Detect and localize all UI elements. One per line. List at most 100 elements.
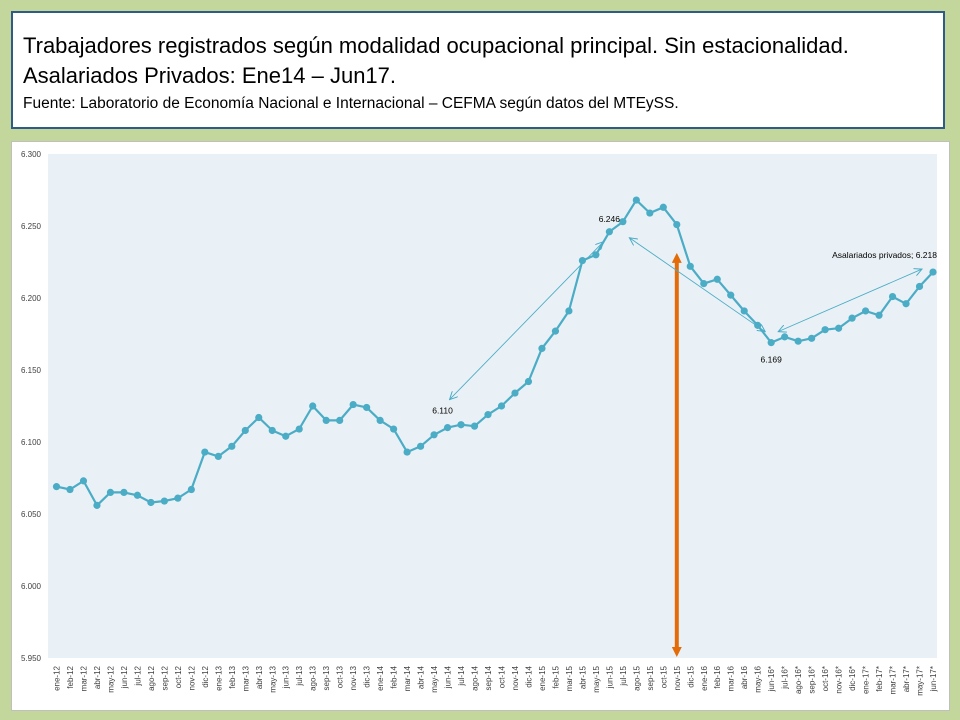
y-tick-label: 6.050 bbox=[21, 510, 42, 519]
annotation-label: 6.246 bbox=[599, 214, 621, 224]
y-tick-label: 6.250 bbox=[21, 222, 42, 231]
x-tick-label: may-17* bbox=[916, 666, 925, 696]
x-tick-label: dic-15 bbox=[686, 665, 695, 687]
x-tick-label: dic-12 bbox=[201, 665, 210, 687]
data-point bbox=[605, 228, 613, 236]
x-tick-label: oct-12 bbox=[174, 665, 183, 688]
x-tick-label: feb-15 bbox=[551, 665, 560, 688]
x-tick-label: nov-12 bbox=[187, 665, 196, 690]
x-tick-label: ene-15 bbox=[538, 665, 547, 690]
x-tick-label: ene-13 bbox=[214, 665, 223, 690]
x-tick-label: jul-15 bbox=[619, 665, 628, 686]
x-tick-label: ene-14 bbox=[376, 665, 385, 690]
annotation-arrow bbox=[450, 242, 604, 400]
data-point bbox=[700, 280, 708, 288]
data-point bbox=[524, 377, 533, 386]
x-tick-label: may-16 bbox=[754, 665, 763, 692]
data-point bbox=[336, 416, 344, 424]
x-tick-label: oct-13 bbox=[336, 665, 345, 688]
plot-area bbox=[48, 154, 937, 658]
data-point bbox=[835, 324, 843, 332]
data-point bbox=[727, 291, 735, 299]
x-tick-label: nov-16* bbox=[835, 666, 844, 694]
x-tick-label: sep-13 bbox=[322, 665, 331, 690]
x-tick-label: ene-16 bbox=[700, 665, 709, 690]
title-line-1: Trabajadores registrados según modalidad… bbox=[23, 33, 849, 58]
data-point bbox=[133, 491, 142, 499]
annotation-arrows bbox=[450, 238, 922, 400]
x-tick-label: oct-14 bbox=[497, 665, 506, 688]
data-point bbox=[457, 421, 465, 429]
data-point bbox=[888, 292, 897, 301]
x-tick-label: ago-16* bbox=[794, 666, 803, 694]
data-point bbox=[673, 220, 681, 229]
data-point bbox=[915, 282, 924, 291]
x-tick-label: abr-12 bbox=[93, 665, 102, 689]
x-tick-label: dic-16* bbox=[848, 666, 857, 691]
data-point bbox=[808, 334, 816, 342]
data-point bbox=[255, 413, 263, 422]
annotation-label: 6.110 bbox=[432, 406, 453, 416]
line-chart: 5.950 6.000 6.050 6.100 6.150 6.200 6.250 6.300… bbox=[21, 150, 939, 696]
x-tick-label: jun-15 bbox=[605, 665, 614, 689]
data-point bbox=[538, 344, 546, 352]
y-tick-label: 6.300 bbox=[21, 150, 42, 159]
x-tick-label: nov-13 bbox=[349, 665, 358, 690]
data-point bbox=[713, 275, 721, 283]
x-tick-label: feb-17* bbox=[875, 666, 884, 692]
y-axis: 5.950 6.000 6.050 6.100 6.150 6.200 6.250 6.300 bbox=[21, 150, 42, 663]
x-tick-label: mar-17* bbox=[889, 666, 898, 694]
x-tick-label: oct-16* bbox=[821, 666, 830, 691]
annotation-labels: 6.110 6.246 6.169 Asalariados privados; 6.2… bbox=[432, 214, 937, 416]
x-tick-label: ago-12 bbox=[147, 665, 156, 690]
data-point bbox=[902, 300, 910, 308]
title-box: Trabajadores registrados según modalidad… bbox=[11, 11, 945, 129]
data-point bbox=[309, 402, 317, 410]
data-point bbox=[929, 268, 937, 276]
x-tick-label: jun-13 bbox=[282, 665, 291, 689]
data-point bbox=[376, 416, 384, 424]
data-point bbox=[416, 442, 425, 450]
x-axis: ene-12 feb-12 mar-12 abr-12 may-12 jun-12 jul-… bbox=[53, 665, 939, 695]
data-point bbox=[861, 307, 870, 315]
x-tick-label: dic-13 bbox=[363, 665, 372, 687]
data-point bbox=[565, 307, 573, 315]
x-tick-label: sep-16* bbox=[808, 666, 817, 694]
x-tick-label: ago-13 bbox=[309, 665, 318, 690]
data-point bbox=[686, 262, 694, 270]
y-tick-label: 6.000 bbox=[21, 582, 42, 591]
data-point bbox=[875, 311, 883, 319]
data-point bbox=[470, 422, 479, 430]
data-point bbox=[443, 424, 452, 432]
x-tick-label: sep-14 bbox=[484, 665, 493, 690]
data-point bbox=[228, 442, 236, 450]
data-point bbox=[821, 326, 829, 334]
x-tick-label: mar-15 bbox=[565, 665, 574, 691]
data-point bbox=[214, 452, 222, 460]
data-point bbox=[79, 477, 88, 485]
data-point bbox=[363, 403, 371, 412]
data-point bbox=[120, 488, 128, 496]
x-tick-label: mar-14 bbox=[403, 665, 412, 691]
annotation-label: Asalariados privados; 6.218 bbox=[832, 250, 937, 260]
x-tick-label: abr-15 bbox=[578, 665, 587, 689]
data-point bbox=[551, 327, 560, 335]
x-tick-label: jul-13 bbox=[295, 665, 304, 686]
data-point bbox=[187, 485, 195, 494]
x-tick-label: ene-17* bbox=[862, 666, 871, 694]
x-tick-label: abr-16 bbox=[740, 665, 749, 689]
x-tick-label: feb-12 bbox=[66, 665, 75, 688]
data-point bbox=[241, 426, 249, 435]
x-tick-label: mar-13 bbox=[241, 665, 250, 691]
x-tick-label: jul-12 bbox=[133, 665, 142, 686]
x-tick-label: ago-15 bbox=[632, 665, 641, 690]
y-tick-label: 5.950 bbox=[21, 654, 42, 663]
x-tick-label: mar-16 bbox=[727, 665, 736, 691]
data-point bbox=[430, 431, 438, 439]
x-tick-label: jul-14 bbox=[457, 665, 466, 686]
data-point bbox=[511, 389, 519, 397]
data-point bbox=[147, 498, 155, 507]
x-tick-label: feb-13 bbox=[228, 665, 237, 688]
y-tick-label: 6.150 bbox=[21, 366, 42, 375]
source-note: Fuente: Laboratorio de Economía Nacional… bbox=[23, 95, 679, 112]
